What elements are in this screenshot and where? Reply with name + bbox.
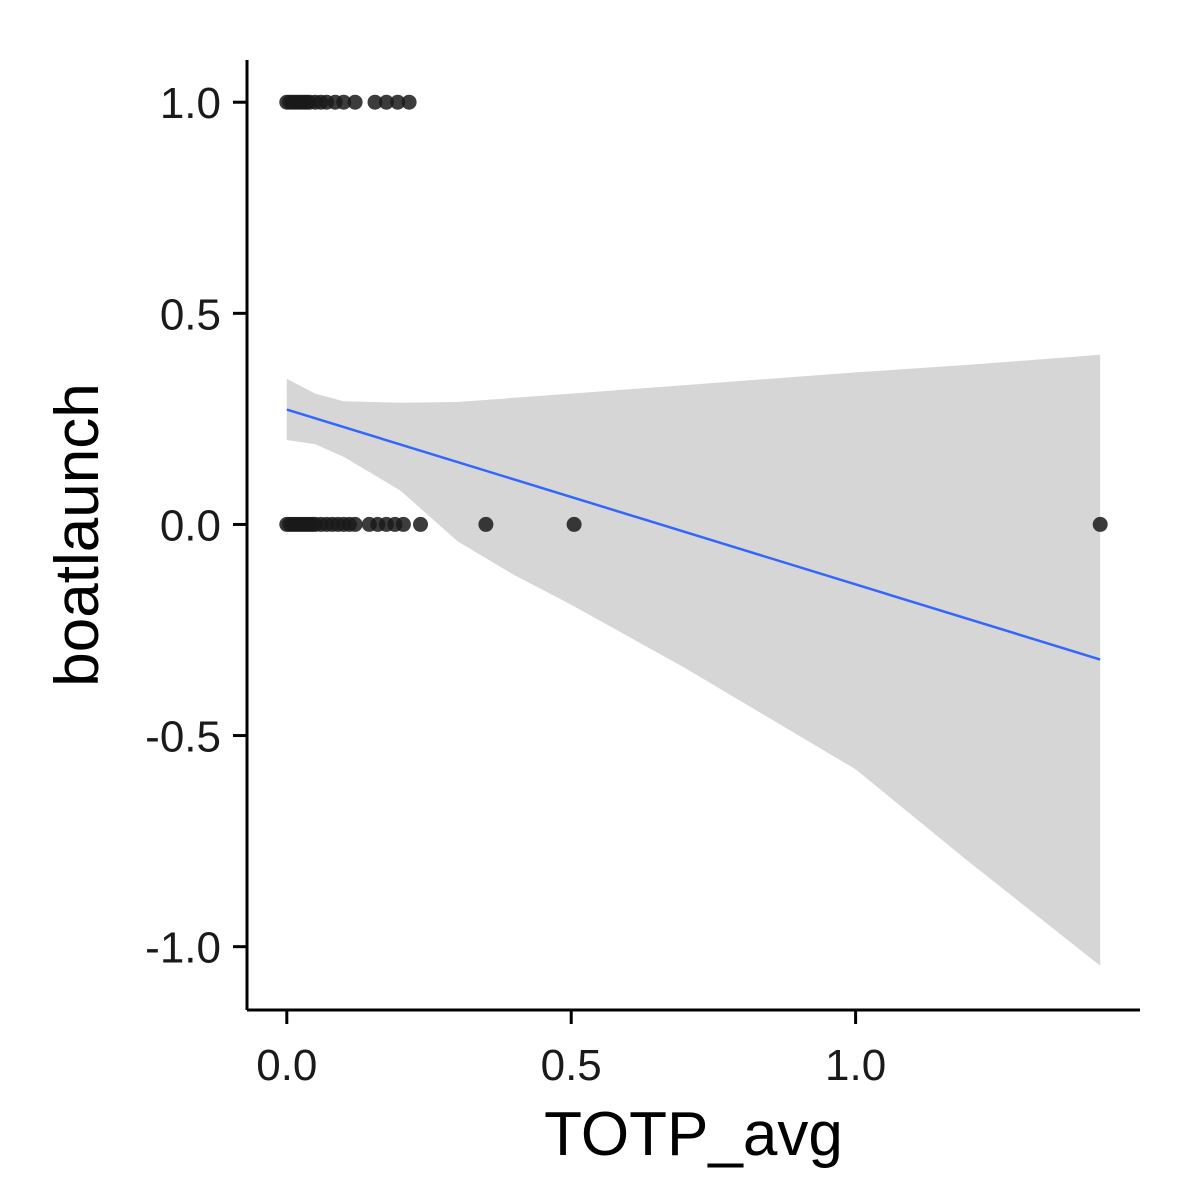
data-point bbox=[390, 94, 406, 110]
points-layer bbox=[279, 94, 1108, 532]
x-axis-title: TOTP_avg bbox=[544, 1100, 843, 1169]
data-point bbox=[347, 516, 363, 532]
data-point bbox=[336, 94, 352, 110]
data-point bbox=[566, 516, 582, 532]
data-point bbox=[478, 516, 494, 532]
data-point bbox=[401, 94, 417, 110]
x-tick-label: 0.0 bbox=[256, 1041, 317, 1090]
y-tick-label: -1.0 bbox=[145, 924, 221, 973]
data-point bbox=[378, 94, 394, 110]
data-point bbox=[413, 516, 428, 532]
y-tick-label: 0.0 bbox=[160, 501, 221, 550]
data-point bbox=[367, 94, 383, 110]
x-tick-label: 0.5 bbox=[541, 1041, 602, 1090]
y-tick-label: 0.5 bbox=[160, 290, 221, 339]
data-point bbox=[395, 516, 411, 532]
confidence-band-layer bbox=[286, 354, 1101, 966]
x-tick-label: 1.0 bbox=[825, 1041, 886, 1090]
data-point bbox=[1092, 516, 1108, 532]
y-tick-label: -0.5 bbox=[145, 713, 221, 762]
confidence-band bbox=[286, 354, 1101, 966]
fit-line-layer bbox=[286, 408, 1101, 661]
data-point bbox=[347, 94, 363, 110]
ticks-layer: -1.0 -0.5 0.0 0.5 1.0 0.0 0.5 1.0 bbox=[145, 79, 886, 1090]
axes-layer bbox=[245, 60, 1140, 1012]
y-tick-label: 1.0 bbox=[160, 79, 221, 128]
y-axis-title: boatlaunch bbox=[43, 383, 112, 686]
regression-line bbox=[286, 408, 1101, 661]
